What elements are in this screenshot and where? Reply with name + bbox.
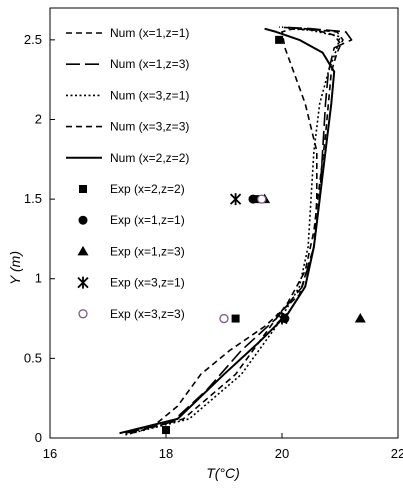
legend-swatch-exp-x-3-z-3 [78,309,88,319]
legend-label-num-x-3-z-1: Num (x=3,z=1) [110,88,189,102]
x-tick-label: 18 [159,446,173,461]
y-tick-label: 1 [35,271,42,286]
plot-area [119,26,366,436]
legend-swatch-exp-x-3-z-1 [77,276,89,289]
series-line-num-x-3-z-1 [125,27,341,436]
data-point-exp-x-3-z-1 [229,193,242,206]
legend-label-exp-x-2-z-2: Exp (x=2,z=2) [110,182,185,196]
legend-swatch-exp-x-1-z-1 [78,215,88,225]
y-tick-label: 2.5 [24,32,42,47]
y-tick-label: 0.5 [24,350,42,365]
legend-label-exp-x-3-z-3: Exp (x=3,z=3) [110,307,185,321]
legend-label-exp-x-1-z-1: Exp (x=1,z=1) [110,213,185,227]
data-point-exp-x-2-z-2 [162,426,170,435]
x-axis-title: T(°C) [206,465,240,481]
data-point-exp-x-2-z-2 [231,314,240,323]
legend-label-exp-x-3-z-1: Exp (x=3,z=1) [110,276,185,290]
series-line-num-x-3-z-3 [119,27,341,434]
data-point-exp-x-2-z-2 [275,35,284,44]
legend-label-num-x-1-z-1: Num (x=1,z=1) [110,26,189,40]
plot-frame [49,7,399,439]
data-point-exp-x-3-z-3 [219,313,229,324]
data-point-exp-x-1-z-3 [354,313,366,323]
series-line-num-x-1-z-3 [125,26,353,434]
x-tick-label: 20 [275,446,289,461]
data-point-exp-x-3-z-3 [257,194,267,204]
legend-label-num-x-3-z-3: Num (x=3,z=3) [110,120,189,134]
legend-label-exp-x-1-z-3: Exp (x=1,z=3) [110,244,185,258]
axes: 16 18 20 22 0 0.5 1 1.5 2 2.5 [24,7,403,461]
y-tick-label: 1.5 [24,191,42,206]
series-line-num-x-2-z-2 [119,27,336,435]
legend-label-num-x-2-z-2: Num (x=2,z=2) [110,151,189,165]
data-point-exp-x-1-z-1 [248,194,258,204]
data-point-exp-x-3-z-1 [276,312,288,325]
x-tick-label: 16 [43,446,57,461]
x-tick-label: 22 [391,446,403,461]
legend-swatch-exp-x-2-z-2 [79,185,87,193]
legend-swatch-exp-x-1-z-3 [77,245,89,256]
y-tick-label: 2 [35,111,42,126]
legend: Num (x=1,z=1) Num (x=1,z=3) Num (x=3,z=1) N… [66,26,189,321]
y-axis-title: Y (m) [7,251,23,285]
y-tick-label: 0 [35,430,42,445]
legend-label-num-x-1-z-3: Num (x=1,z=3) [110,57,189,71]
